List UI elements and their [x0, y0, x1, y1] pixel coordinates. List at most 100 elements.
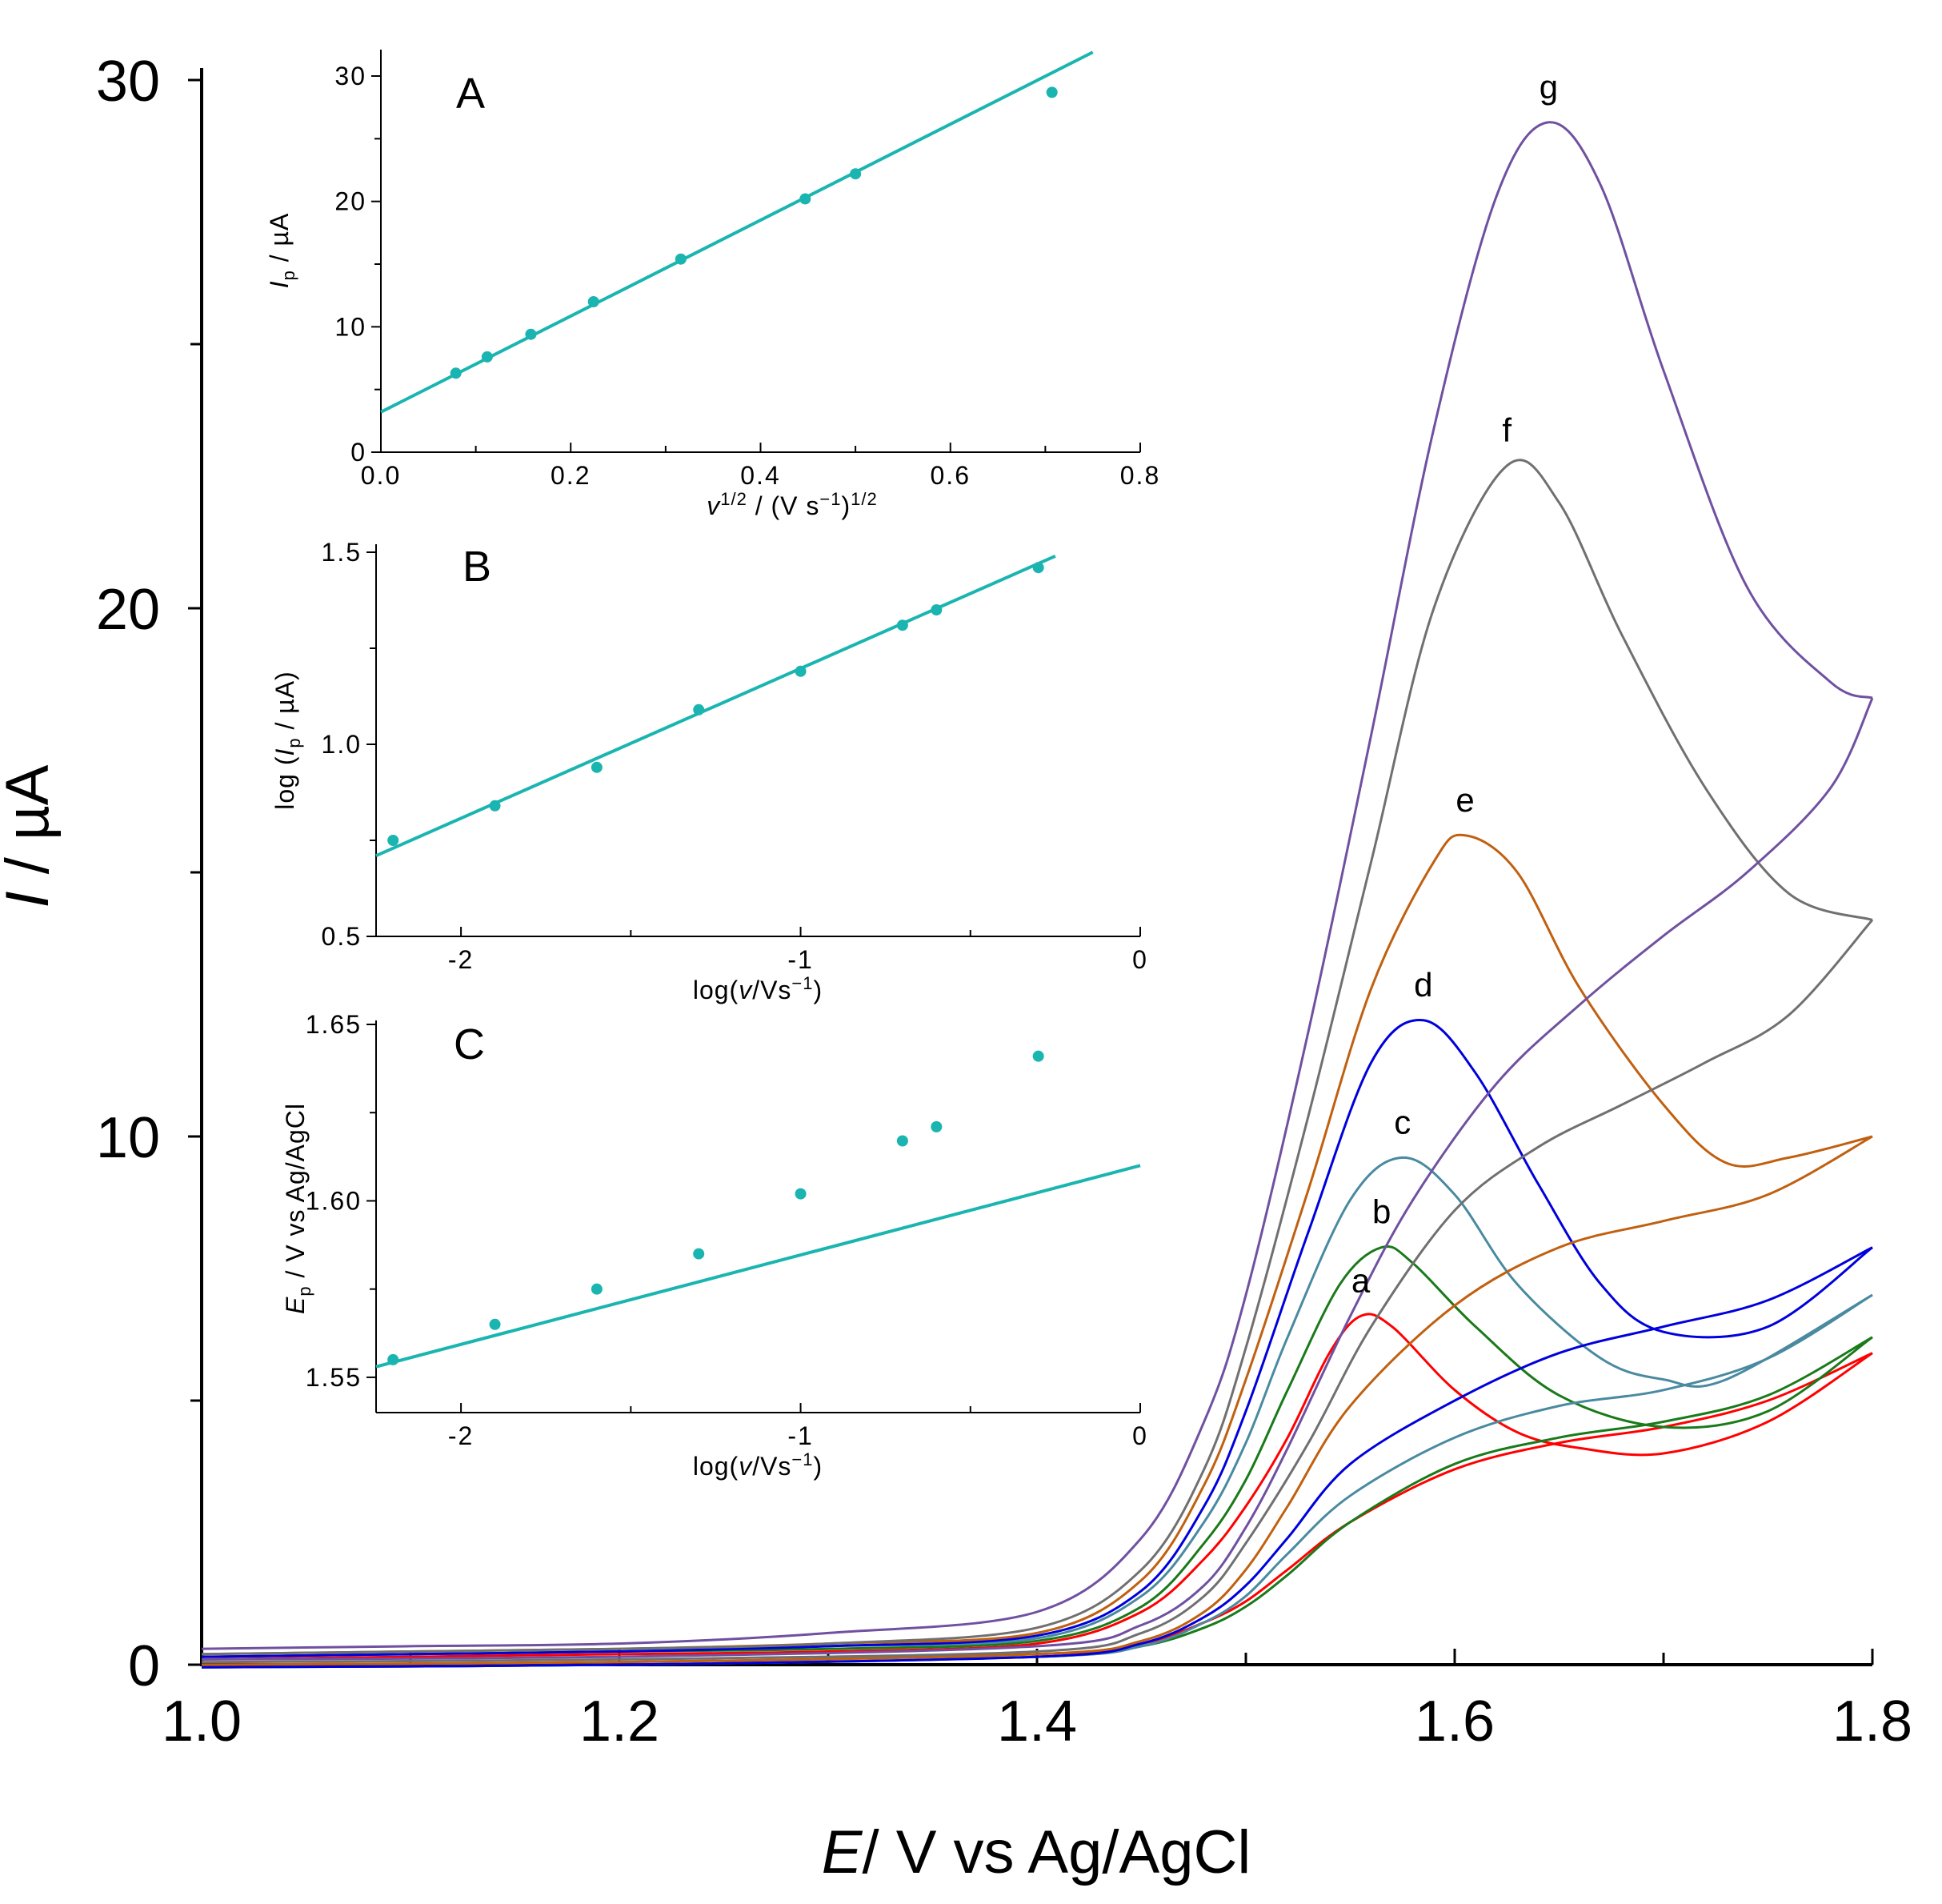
inset-c: -2 -1 0 1.55 1.60 1.65 C Ep / V vs Ag/AgCl lo…: [281, 1010, 1148, 1481]
data-point: [693, 703, 705, 716]
inset-b-x-label-end: ): [814, 976, 823, 1004]
data-point: [675, 253, 687, 265]
curve-label-e: e: [1455, 781, 1474, 819]
data-point: [591, 1283, 603, 1295]
x-tick-label: 1.8: [1832, 1690, 1912, 1754]
y-tick-label: 20: [96, 578, 160, 642]
inset-b: -2 -1 0 0.5 1.0 1.5 B log (Ip / µA) log(v/Vs−…: [270, 538, 1147, 1004]
main-curves: [201, 121, 1874, 1669]
y-tick-label: 1.65: [306, 1010, 362, 1039]
curve-a-return: [201, 1352, 1873, 1666]
x-tick-label: 0.4: [740, 461, 780, 490]
data-point: [896, 1135, 908, 1147]
data-point: [799, 193, 811, 205]
curve-f-forward: [201, 459, 1873, 1656]
curve-g-return: [201, 697, 1874, 1661]
inset-b-y-label: log (Ip / µA): [270, 671, 304, 810]
curve-label-f: f: [1502, 411, 1512, 449]
inset-a-ticks: 0.0 0.2 0.4 0.6 0.8 0 10 20 30: [334, 62, 1160, 490]
curve-c-forward: [201, 1156, 1873, 1658]
data-point: [387, 835, 399, 846]
inset-b-panel-letter: B: [462, 543, 491, 591]
data-point: [489, 1318, 501, 1330]
main-y-label: I / µA: [0, 764, 62, 908]
inset-b-plot: [375, 554, 1056, 858]
y-tick-label: 0.5: [322, 922, 362, 951]
x-tick-label: 1.2: [579, 1690, 659, 1754]
curve-g-forward: [201, 121, 1873, 1650]
y-tick-label: 1.55: [306, 1363, 362, 1392]
y-tick-label: 0: [350, 438, 366, 467]
inset-a-x-label-sup2: −1: [819, 489, 841, 509]
data-point: [450, 367, 462, 379]
data-point: [1032, 562, 1044, 574]
x-tick-label: 0.6: [931, 461, 971, 490]
x-tick-label: 0.0: [361, 461, 401, 490]
inset-a-x-label-mid: / (V s: [747, 491, 820, 520]
inset-c-x-label-end: ): [814, 1452, 823, 1481]
data-point: [1032, 1050, 1044, 1062]
y-tick-label: 10: [96, 1106, 160, 1170]
x-tick-label: -2: [448, 1421, 474, 1450]
inset-c-x-label-symbol: v: [739, 1452, 753, 1481]
inset-b-x-label-post: /Vs: [752, 976, 791, 1004]
x-tick-label: 0.8: [1120, 461, 1160, 490]
inset-c-x-label-post: /Vs: [752, 1452, 791, 1481]
x-tick-label: 0: [1132, 1421, 1148, 1450]
data-point: [591, 761, 603, 773]
inset-b-y-label-post: / µA): [270, 671, 299, 737]
data-point: [896, 619, 908, 631]
inset-a-plot: [380, 50, 1094, 414]
inset-a-y-label-sub: p: [278, 270, 298, 280]
x-tick-label: 1.4: [997, 1690, 1077, 1754]
x-tick-label: 1.6: [1415, 1690, 1495, 1754]
data-point: [489, 800, 501, 812]
y-tick-label: 30: [96, 50, 160, 114]
inset-c-y-label-symbol: E: [281, 1297, 310, 1314]
curve-e-return: [201, 1135, 1873, 1666]
curve-label-b: b: [1372, 1193, 1391, 1231]
data-point: [795, 665, 807, 677]
x-tick-label: -1: [787, 1421, 813, 1450]
main-curve-labels: ab c d e f g: [1351, 68, 1558, 1300]
fit-line: [375, 554, 1056, 858]
main-x-label-unit: / V vs Ag/AgCl: [862, 1818, 1251, 1886]
inset-a-y-label-symbol: I: [265, 280, 294, 288]
curve-label-c: c: [1394, 1103, 1411, 1140]
inset-c-ticks: -2 -1 0 1.55 1.60 1.65: [306, 1010, 1148, 1450]
y-tick-label: 10: [334, 312, 366, 341]
main-x-label: E/ V vs Ag/AgCl: [822, 1818, 1251, 1886]
inset-a-panel-letter: A: [456, 70, 485, 118]
data-point: [850, 168, 862, 180]
inset-b-y-label-pre: log (: [270, 756, 299, 810]
main-x-label-symbol: E: [822, 1818, 863, 1886]
curve-f-return: [201, 919, 1874, 1664]
main-ticks: 1.0 1.2 1.4 1.6 1.8 0 10 20 30: [96, 50, 1912, 1754]
curve-label-a: a: [1351, 1261, 1371, 1299]
data-point: [1046, 86, 1058, 98]
inset-a-y-label-unit: / µA: [265, 213, 294, 270]
inset-c-y-label: Ep / V vs Ag/AgCl: [281, 1103, 314, 1314]
inset-b-y-label-symbol: I: [270, 748, 299, 756]
y-tick-label: 1.60: [306, 1186, 362, 1215]
inset-c-x-label-sup: −1: [791, 1449, 813, 1469]
main-y-label-unit: / µA: [0, 764, 62, 891]
data-point: [525, 328, 537, 340]
curve-label-d: d: [1414, 966, 1432, 1004]
data-point: [481, 351, 493, 363]
inset-a-x-label: v1/2 / (V s−1)1/2: [707, 489, 878, 520]
y-tick-label: 20: [334, 187, 366, 216]
fit-line: [375, 1164, 1141, 1369]
data-point: [795, 1188, 807, 1200]
main-y-label-symbol: I: [0, 891, 62, 908]
inset-c-y-label-sub: p: [294, 1285, 314, 1296]
inset-b-x-label-symbol: v: [739, 976, 753, 1004]
curve-d-return: [201, 1246, 1873, 1669]
inset-b-x-label-pre: log(: [693, 976, 739, 1004]
inset-a-x-label-end: ): [842, 491, 851, 520]
inset-a-x-label-sup1: 1/2: [720, 489, 747, 509]
y-tick-label: 1.0: [322, 730, 362, 759]
inset-b-y-label-sub: p: [284, 737, 304, 748]
